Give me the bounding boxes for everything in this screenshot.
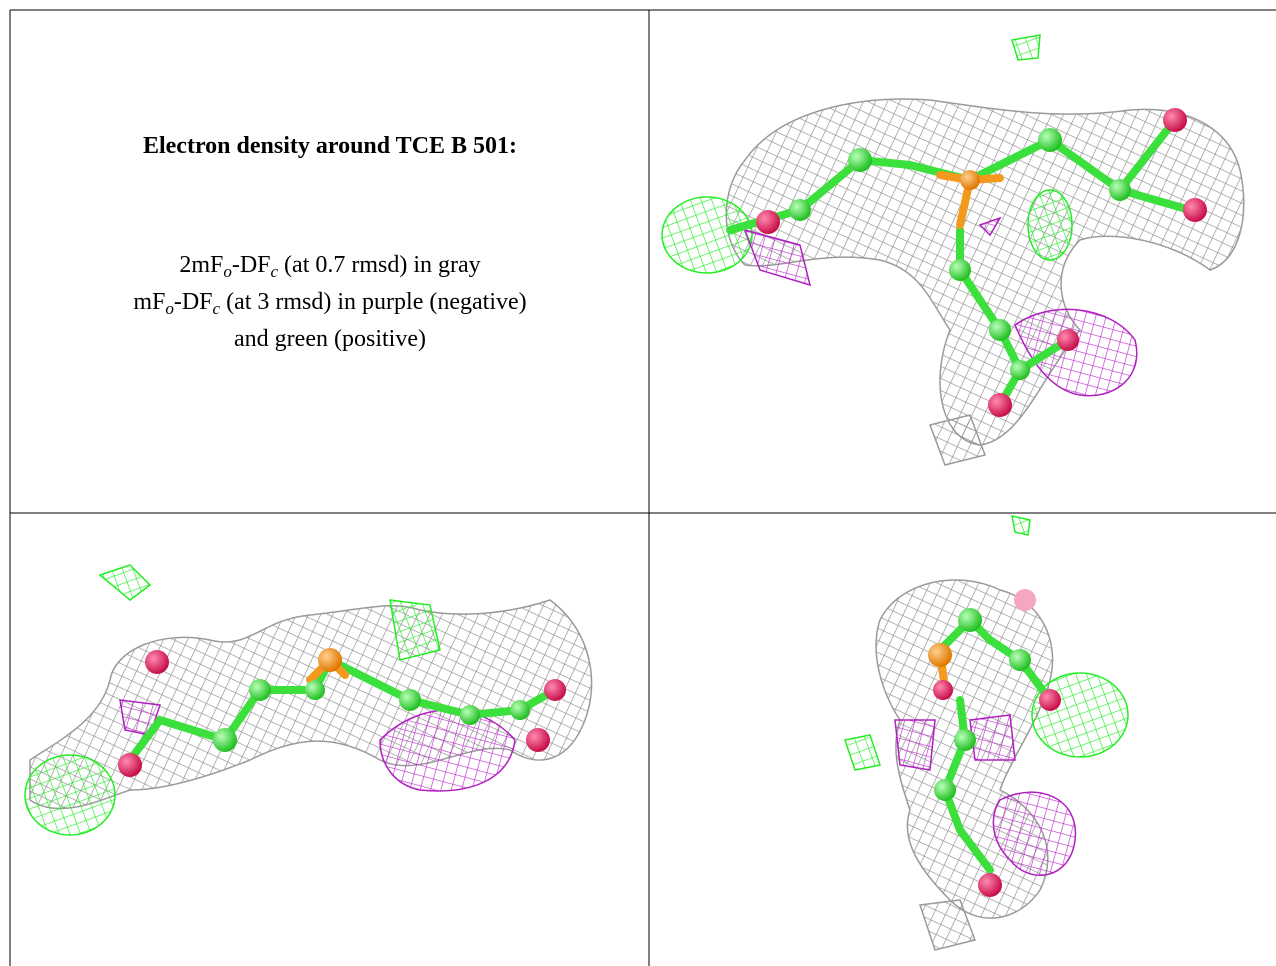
- legend-line: and green (positive): [234, 326, 426, 352]
- density-view-2: [25, 565, 592, 835]
- caption-title: Electron density around TCE B 501:: [143, 133, 517, 159]
- legend-text: -DF: [174, 289, 213, 315]
- caption-legend: 2mFo-DFc (at 0.7 rmsd) in gray mFo-DFc (a…: [133, 252, 526, 352]
- legend-text: 2mF: [179, 252, 223, 278]
- legend-text: mF: [133, 289, 165, 315]
- figure: Electron density around TCE B 501: 2mFo-…: [0, 0, 1276, 966]
- subscript: o: [223, 262, 232, 281]
- subscript: o: [165, 299, 174, 318]
- legend-line: mFo-DFc (at 3 rmsd) in purple (negative): [133, 289, 526, 318]
- density-view-3: [845, 516, 1128, 950]
- density-view-1: [662, 35, 1244, 465]
- legend-line: 2mFo-DFc (at 0.7 rmsd) in gray: [179, 252, 480, 281]
- legend-text: and green (positive): [234, 326, 426, 352]
- legend-text: (at 0.7 rmsd) in gray: [278, 252, 481, 278]
- legend-text: (at 3 rmsd) in purple (negative): [220, 289, 527, 315]
- legend-text: -DF: [232, 252, 271, 278]
